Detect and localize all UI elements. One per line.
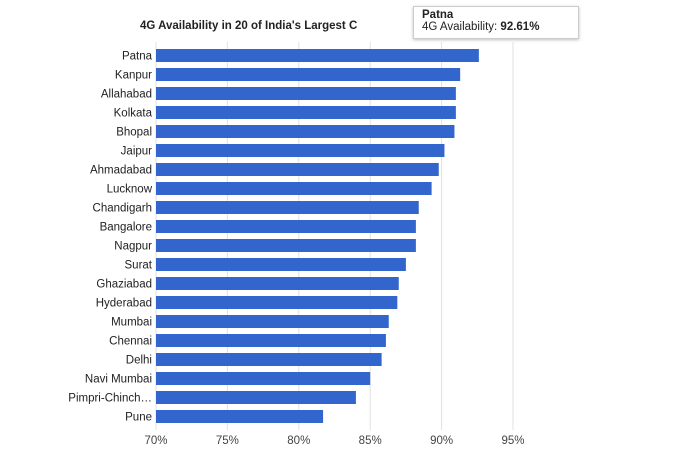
y-category-label: Navi Mumbai	[85, 374, 152, 386]
x-tick-label: 80%	[287, 435, 310, 447]
bar[interactable]	[156, 410, 324, 423]
bar[interactable]	[156, 49, 479, 62]
y-category-label: Chandigarh	[93, 203, 152, 215]
tooltip-label: 4G Availability:	[422, 21, 498, 33]
bar[interactable]	[156, 391, 356, 404]
x-tick-label: 95%	[501, 435, 524, 447]
bar[interactable]	[156, 87, 456, 100]
y-category-label: Pimpri-Chinch…	[68, 393, 152, 405]
bar[interactable]	[156, 258, 406, 271]
y-category-label: Patna	[122, 51, 153, 63]
bar[interactable]	[156, 296, 398, 309]
x-tick-label: 75%	[216, 435, 239, 447]
chart-title: 4G Availability in 20 of India's Largest…	[140, 20, 358, 32]
y-category-label: Pune	[125, 412, 152, 424]
y-category-label: Allahabad	[101, 89, 152, 101]
bar[interactable]	[156, 106, 456, 119]
bar[interactable]	[156, 201, 419, 214]
y-category-label: Nagpur	[114, 241, 152, 253]
y-category-label: Chennai	[109, 336, 152, 348]
x-tick-label: 85%	[359, 435, 382, 447]
x-tick-label: 70%	[144, 435, 167, 447]
y-category-label: Lucknow	[107, 184, 153, 196]
y-category-label: Delhi	[126, 355, 152, 367]
y-category-label: Kolkata	[114, 108, 153, 120]
y-category-label: Ghaziabad	[96, 279, 152, 291]
tooltip: Patna 4G Availability: 92.61%	[413, 6, 579, 39]
bar[interactable]	[156, 315, 389, 328]
bar[interactable]	[156, 163, 439, 176]
bar[interactable]	[156, 239, 416, 252]
bar[interactable]	[156, 220, 416, 233]
y-category-label: Kanpur	[115, 70, 152, 82]
y-category-label: Jaipur	[121, 146, 152, 158]
bar[interactable]	[156, 182, 432, 195]
y-category-label: Ahmadabad	[90, 165, 152, 177]
y-category-label: Bangalore	[100, 222, 152, 234]
bar[interactable]	[156, 144, 445, 157]
bar[interactable]	[156, 125, 455, 138]
bar[interactable]	[156, 372, 371, 385]
bar[interactable]	[156, 68, 461, 81]
bar[interactable]	[156, 334, 386, 347]
y-category-label: Bhopal	[116, 127, 152, 139]
y-category-label: Hyderabad	[96, 298, 152, 310]
x-tick-label: 90%	[430, 435, 453, 447]
tooltip-category: Patna	[422, 9, 454, 21]
y-category-label: Mumbai	[111, 317, 152, 329]
bar[interactable]	[156, 353, 382, 366]
tooltip-value: 92.61%	[500, 21, 540, 33]
bar[interactable]	[156, 277, 399, 290]
y-category-label: Surat	[125, 260, 153, 272]
